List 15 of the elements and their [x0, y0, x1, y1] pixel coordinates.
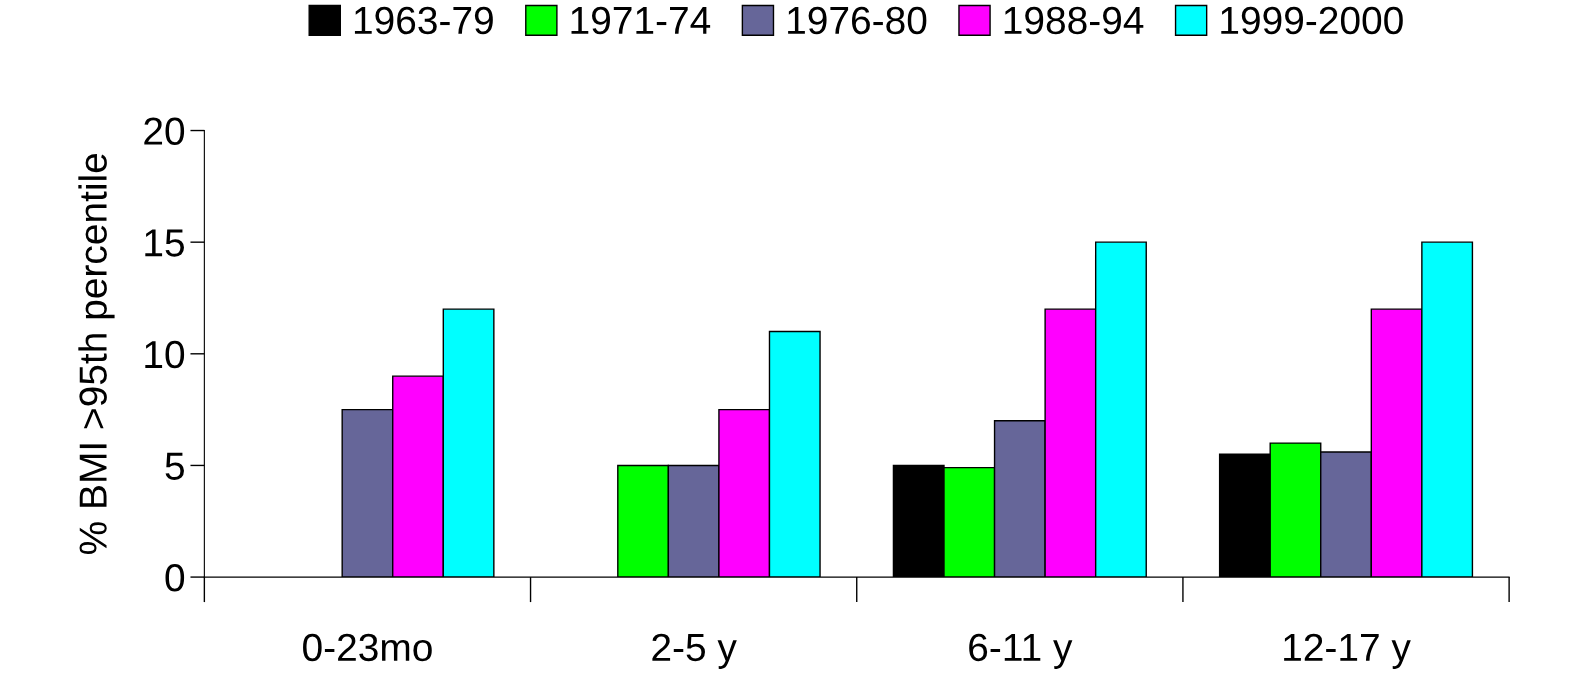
legend-label: 1971-74	[571, 6, 711, 35]
y-tick-label: 15	[145, 229, 184, 257]
legend-label: 1976-80	[788, 6, 927, 35]
legend-label: 1963-79	[354, 6, 493, 35]
y-tick-label: 20	[144, 117, 185, 145]
y-axis-title: % BMI >95th percentile	[78, 153, 115, 554]
legend-label: 1988-94	[1004, 6, 1144, 35]
x-tick-label: 0-23mo	[303, 633, 432, 662]
y-tick-label: 5	[165, 452, 184, 480]
x-tick-label: 2-5 y	[652, 633, 737, 669]
x-tick-label: 12-17 y	[1284, 633, 1411, 669]
y-tick-label: 0	[165, 564, 185, 592]
x-tick-label: 6-11 y	[969, 633, 1073, 669]
legend-label: 1999-2000	[1221, 6, 1403, 35]
y-tick-label: 10	[145, 340, 185, 369]
